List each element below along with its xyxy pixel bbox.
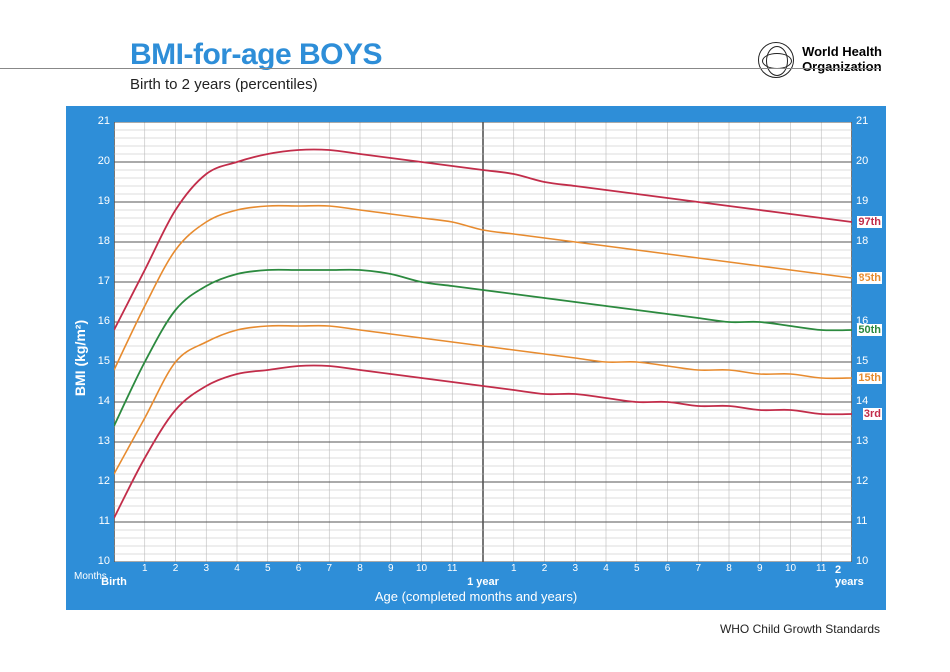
xtick-minor: 6 <box>296 563 302 574</box>
page-title: BMI-for-age BOYS <box>130 38 758 72</box>
plot-area <box>114 122 852 562</box>
percentile-label-3rd: 3rd <box>863 408 882 420</box>
ytick-right: 18 <box>856 235 870 247</box>
ytick-left: 17 <box>96 275 110 287</box>
who-logo-text: World Health Organization <box>802 45 882 75</box>
ytick-right: 19 <box>856 195 870 207</box>
ytick-left: 12 <box>96 475 110 487</box>
ytick-left: 10 <box>96 555 110 567</box>
xtick-major: Birth <box>101 576 127 588</box>
ytick-left: 16 <box>96 315 110 327</box>
xtick-minor: 3 <box>203 563 209 574</box>
ytick-left: 18 <box>96 235 110 247</box>
ytick-left: 14 <box>96 395 110 407</box>
x-axis-label: Age (completed months and years) <box>66 589 886 604</box>
xtick-minor: 7 <box>695 563 701 574</box>
xtick-minor: 7 <box>326 563 332 574</box>
xtick-minor: 8 <box>726 563 732 574</box>
xtick-minor: 9 <box>388 563 394 574</box>
who-logo: World Health Organization <box>758 42 882 78</box>
xtick-minor: 1 <box>142 563 148 574</box>
xtick-minor: 11 <box>447 563 457 574</box>
percentile-label-97th: 97th <box>857 216 882 228</box>
xtick-minor: 5 <box>634 563 640 574</box>
xtick-minor: 5 <box>265 563 271 574</box>
ytick-left: 15 <box>96 355 110 367</box>
plot-svg <box>114 122 852 562</box>
ytick-left: 21 <box>96 115 110 127</box>
ytick-left: 11 <box>96 515 110 527</box>
header-rule <box>0 68 880 69</box>
xtick-minor: 11 <box>816 563 826 574</box>
org-line1: World Health <box>802 44 882 59</box>
xtick-minor: 8 <box>357 563 363 574</box>
ytick-right: 17 <box>856 275 870 287</box>
xtick-minor: 10 <box>785 563 796 574</box>
xtick-minor: 4 <box>234 563 240 574</box>
xtick-minor: 9 <box>757 563 763 574</box>
footer-text: WHO Child Growth Standards <box>720 622 880 636</box>
xtick-minor: 3 <box>572 563 578 574</box>
xtick-minor: 6 <box>665 563 671 574</box>
ytick-right: 14 <box>856 395 870 407</box>
xtick-minor: 2 <box>173 563 179 574</box>
ytick-left: 20 <box>96 155 110 167</box>
header: BMI-for-age BOYS World Health Organizati… <box>0 38 950 78</box>
chart-frame: BMI (kg/m²) Months Age (completed months… <box>66 106 886 610</box>
ytick-right: 21 <box>856 115 870 127</box>
percentile-label-15th: 15th <box>857 372 882 384</box>
ytick-left: 13 <box>96 435 110 447</box>
ytick-left: 19 <box>96 195 110 207</box>
xtick-minor: 1 <box>511 563 517 574</box>
xtick-minor: 10 <box>416 563 427 574</box>
ytick-right: 15 <box>856 355 870 367</box>
xtick-minor: 2 <box>542 563 548 574</box>
xtick-major: 1 year <box>467 576 499 588</box>
page-subtitle: Birth to 2 years (percentiles) <box>130 76 318 93</box>
xtick-major: 2 years <box>835 564 869 588</box>
ytick-right: 13 <box>856 435 870 447</box>
org-line2: Organization <box>802 59 881 74</box>
xtick-minor: 4 <box>603 563 609 574</box>
who-emblem-icon <box>758 42 794 78</box>
ytick-right: 20 <box>856 155 870 167</box>
ytick-right: 12 <box>856 475 870 487</box>
ytick-right: 11 <box>856 515 870 527</box>
y-axis-label: BMI (kg/m²) <box>72 320 88 396</box>
title-block: BMI-for-age BOYS <box>0 38 758 72</box>
ytick-right: 16 <box>856 315 870 327</box>
